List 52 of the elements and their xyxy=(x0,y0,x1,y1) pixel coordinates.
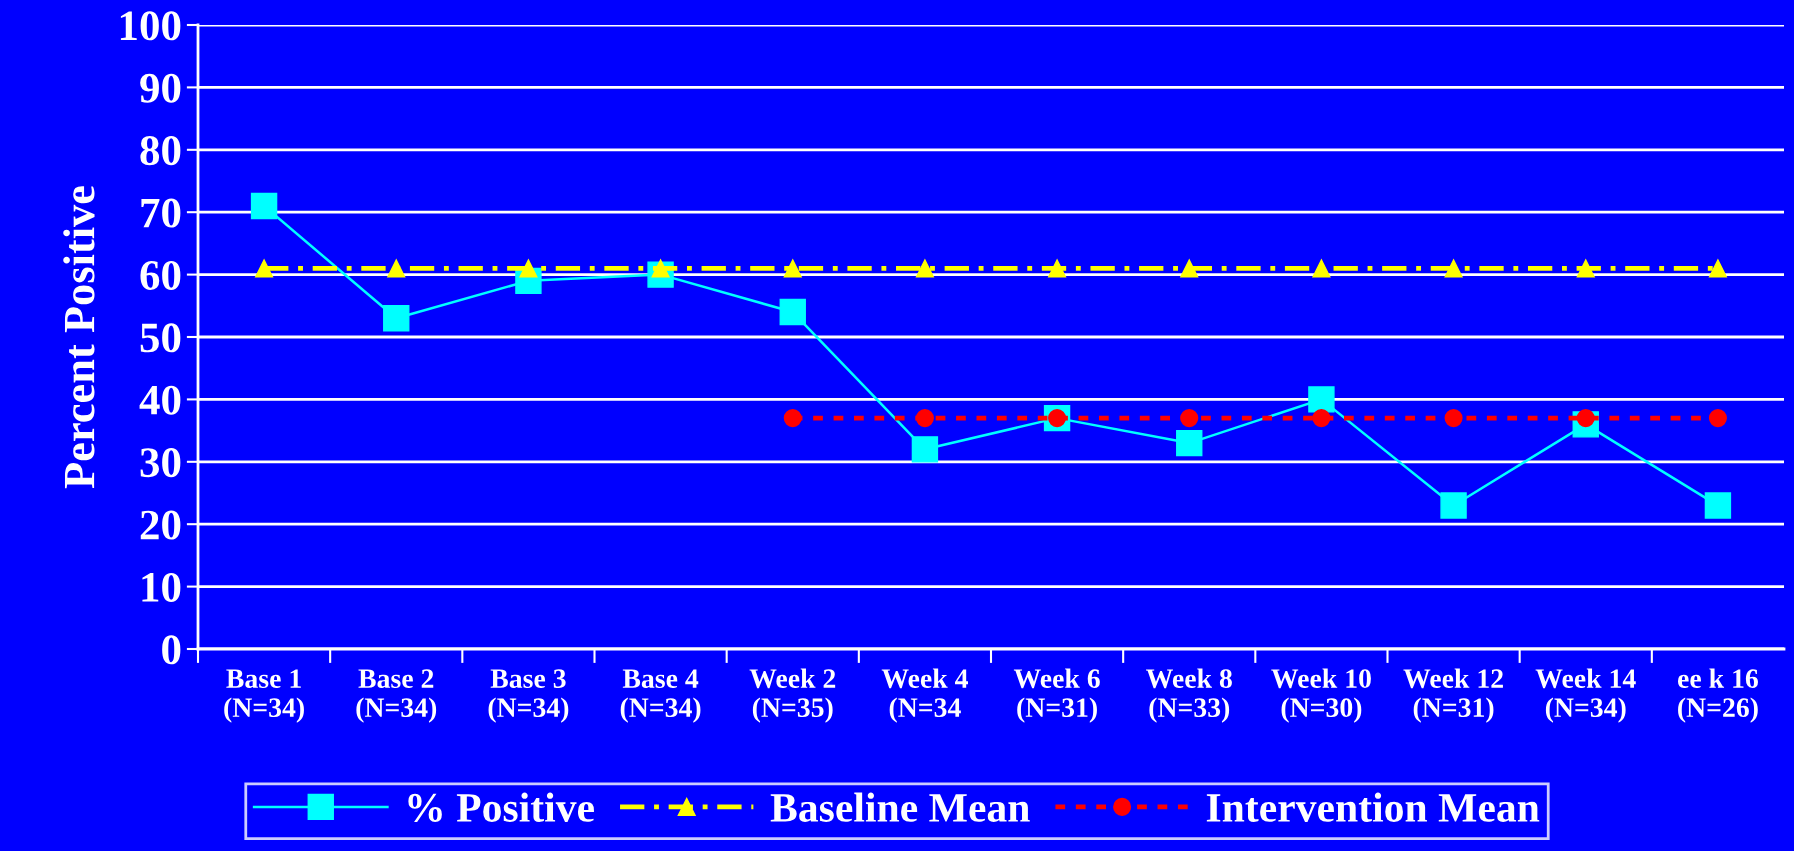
point xyxy=(1312,409,1331,428)
point xyxy=(1176,429,1203,457)
y-tick-label: 40 xyxy=(139,385,181,415)
point xyxy=(250,192,278,220)
y-tick-label: 20 xyxy=(140,510,181,540)
point xyxy=(783,409,802,428)
legend-label: Baseline Mean xyxy=(770,792,1030,822)
y-tick-label: 30 xyxy=(140,448,181,478)
point xyxy=(1048,259,1067,278)
x-tick-label: ee k 16 (N=26) xyxy=(1677,668,1758,723)
x-tick-label: Week 2 (N=35) xyxy=(749,668,836,723)
point xyxy=(915,409,934,428)
point xyxy=(1440,492,1467,519)
point xyxy=(911,436,939,463)
point xyxy=(1704,492,1732,519)
x-tick-label: Base 1 (N=34) xyxy=(224,669,304,723)
x-tick-label: Base 4 (N=34) xyxy=(620,669,701,723)
y-axis-title: Percent Positive xyxy=(63,186,95,489)
point xyxy=(1312,259,1331,278)
y-tick-label: 10 xyxy=(142,572,181,602)
x-tick-label: Week 14 (N=34) xyxy=(1535,668,1636,723)
point xyxy=(1576,259,1595,278)
y-tick-label: 0 xyxy=(162,635,181,665)
point xyxy=(519,259,538,278)
point xyxy=(1180,409,1199,428)
point xyxy=(915,259,934,278)
y-tick-label: 80 xyxy=(140,136,181,166)
x-tick-label: Base 3 (N=34) xyxy=(488,669,569,723)
point xyxy=(779,298,806,326)
x-tick-label: Week 6 (N=31) xyxy=(1013,668,1100,723)
point xyxy=(1708,409,1727,428)
legend-label: Intervention Mean xyxy=(1206,792,1540,822)
point xyxy=(1308,386,1335,413)
point xyxy=(1708,259,1727,278)
x-tick-label: Week 4 (N=34 xyxy=(881,668,968,723)
y-tick-label: 100 xyxy=(120,11,181,41)
y-tick-label: 90 xyxy=(140,73,181,103)
y-tick-label: 50 xyxy=(140,323,181,353)
x-tick-label: Base 2 (N=34) xyxy=(356,669,437,723)
point xyxy=(1444,259,1463,278)
x-tick-label: Week 12 (N=31) xyxy=(1403,668,1503,723)
point xyxy=(1444,409,1463,428)
point xyxy=(783,259,802,278)
x-tick-label: Week 10 (N=30) xyxy=(1271,668,1371,723)
point xyxy=(383,305,410,332)
point xyxy=(387,259,406,278)
point xyxy=(255,259,274,278)
x-tick-label: Week 8 (N=33) xyxy=(1146,668,1232,723)
y-tick-label: 60 xyxy=(140,260,181,290)
y-tick-label: 70 xyxy=(141,198,181,228)
point xyxy=(1180,259,1199,278)
legend-label: % Positive xyxy=(408,792,594,823)
